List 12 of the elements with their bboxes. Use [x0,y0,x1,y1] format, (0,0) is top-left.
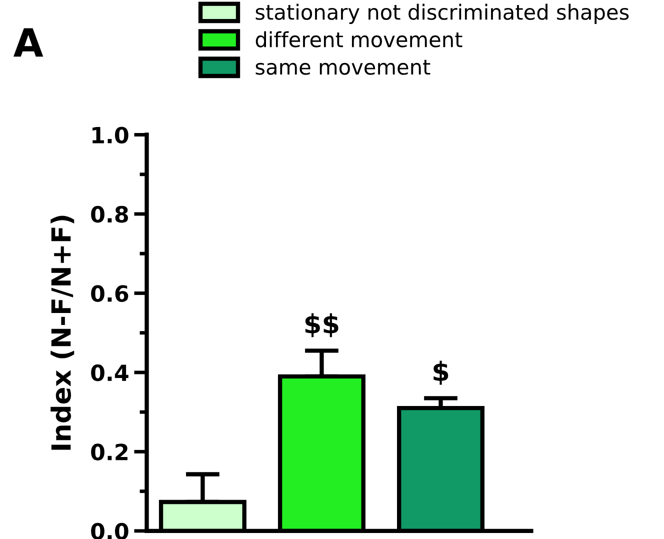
y-tick-label: 0.6 [91,285,128,302]
y-tick-label: 0.8 [91,206,128,223]
y-axis-title: Index (N-F/N+F) [50,216,74,450]
text: A [13,28,44,57]
y-tick-label: 0.4 [91,364,128,382]
legend-label: different movement [256,31,462,48]
annotation: $$ [305,313,338,338]
annotation: $ [434,360,448,385]
y-tick-label: 1.0 [92,126,128,144]
legend-label: stationary not discriminated shapes [256,4,629,24]
legend-label: same movement [256,60,430,75]
y-tick-label: 0.2 [91,444,128,460]
